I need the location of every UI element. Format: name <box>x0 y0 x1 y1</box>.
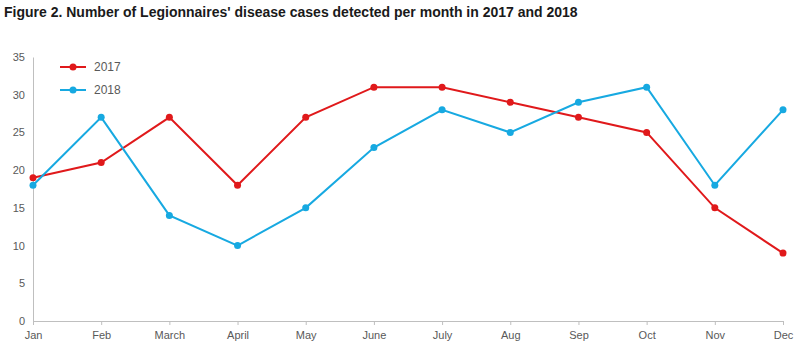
marks <box>30 84 787 257</box>
series-marker <box>234 182 241 189</box>
series-marker <box>575 114 582 121</box>
series-marker <box>780 250 787 257</box>
plot: 0 5 10 15 20 25 30 35 Jan Feb March April May June Jul… <box>13 51 794 341</box>
y-tick: 30 <box>13 89 33 101</box>
series-line <box>33 87 783 253</box>
x-tick-mark <box>715 321 716 325</box>
x-tick-mark <box>374 321 375 325</box>
x-axis: Jan Feb March April May June July Aug Sep Oct Nov D… <box>25 321 794 341</box>
x-tick: April <box>227 321 249 341</box>
x-tick-mark <box>510 321 511 325</box>
x-tick-label: July <box>433 329 453 341</box>
series-marker <box>643 84 650 91</box>
title: Figure 2. Number of Legionnaires' diseas… <box>4 4 578 20</box>
x-tick: Jan <box>25 321 43 341</box>
series-marker <box>30 182 37 189</box>
x-axis-line <box>34 322 784 326</box>
y-tick: 15 <box>13 202 33 214</box>
series-marker <box>439 84 446 91</box>
x-tick-label: April <box>227 329 249 341</box>
x-tick-label: Jan <box>25 329 43 341</box>
x-tick-mark <box>101 321 102 325</box>
y-tick: 10 <box>13 240 33 252</box>
x-tick-mark <box>238 321 239 325</box>
series-marker <box>370 84 377 91</box>
series-marker <box>98 114 105 121</box>
legend-item: 2018 <box>60 83 121 97</box>
x-tick-mark <box>33 321 34 325</box>
x-tick-label: Oct <box>639 329 656 341</box>
series-marker <box>234 242 241 249</box>
series-marker <box>166 212 173 219</box>
x-tick-label: June <box>362 329 386 341</box>
x-tick-label: Sep <box>569 329 589 341</box>
legend-item: 2017 <box>60 60 121 74</box>
x-tick-mark <box>783 321 784 325</box>
legend-marker <box>70 87 77 94</box>
x-tick-label: Aug <box>501 329 521 341</box>
x-tick: Aug <box>501 321 521 341</box>
y-tick: 35 <box>13 51 33 63</box>
x-tick: March <box>155 321 186 341</box>
y-tick-label: 0 <box>19 315 25 327</box>
legend: 2017 2018 <box>60 60 121 97</box>
series-marker <box>302 204 309 211</box>
chart: Figure 2. Number of Legionnaires' diseas… <box>0 0 800 356</box>
legend-marker <box>70 64 77 71</box>
series-marker <box>439 106 446 113</box>
y-tick-label: 30 <box>13 89 25 101</box>
y-tick-label: 20 <box>13 164 25 176</box>
series-marker <box>507 129 514 136</box>
series-marker <box>30 174 37 181</box>
y-tick: 25 <box>13 126 33 138</box>
series-marker <box>370 144 377 151</box>
y-tick-label: 35 <box>13 51 25 63</box>
x-tick-label: Feb <box>92 329 111 341</box>
x-tick: Nov <box>706 321 726 341</box>
x-tick-label: Nov <box>706 329 726 341</box>
x-tick: Dec <box>774 321 794 341</box>
series-marker <box>507 99 514 106</box>
x-tick-mark <box>647 321 648 325</box>
series-marker <box>302 114 309 121</box>
y-tick-label: 25 <box>13 126 25 138</box>
series-marker <box>711 182 718 189</box>
x-tick: May <box>296 321 317 341</box>
x-tick-label: March <box>155 329 186 341</box>
x-tick-label: May <box>296 329 317 341</box>
series-line <box>33 87 783 245</box>
x-tick: Feb <box>92 321 111 341</box>
y-tick-label: 5 <box>19 277 25 289</box>
y-tick: 20 <box>13 164 33 176</box>
series-marker <box>780 106 787 113</box>
x-tick-mark <box>169 321 170 325</box>
x-tick: July <box>433 321 453 341</box>
y-tick: 5 <box>19 277 33 289</box>
x-tick: Oct <box>639 321 656 341</box>
y-tick-label: 15 <box>13 202 25 214</box>
series-marker <box>98 159 105 166</box>
series-marker <box>643 129 650 136</box>
y-axis-line <box>33 58 34 322</box>
y-tick-label: 10 <box>13 240 25 252</box>
x-tick-mark <box>306 321 307 325</box>
legend-label: 2018 <box>94 83 121 97</box>
series-marker <box>166 114 173 121</box>
y-axis: 0 5 10 15 20 25 30 35 <box>13 51 34 327</box>
series-marker <box>711 204 718 211</box>
series-marker <box>575 99 582 106</box>
legend-label: 2017 <box>94 60 121 74</box>
x-tick-mark <box>578 321 579 325</box>
y-tick: 0 <box>19 315 33 327</box>
x-tick: Sep <box>569 321 589 341</box>
x-tick: June <box>362 321 386 341</box>
x-tick-label: Dec <box>774 329 794 341</box>
x-tick-mark <box>442 321 443 325</box>
